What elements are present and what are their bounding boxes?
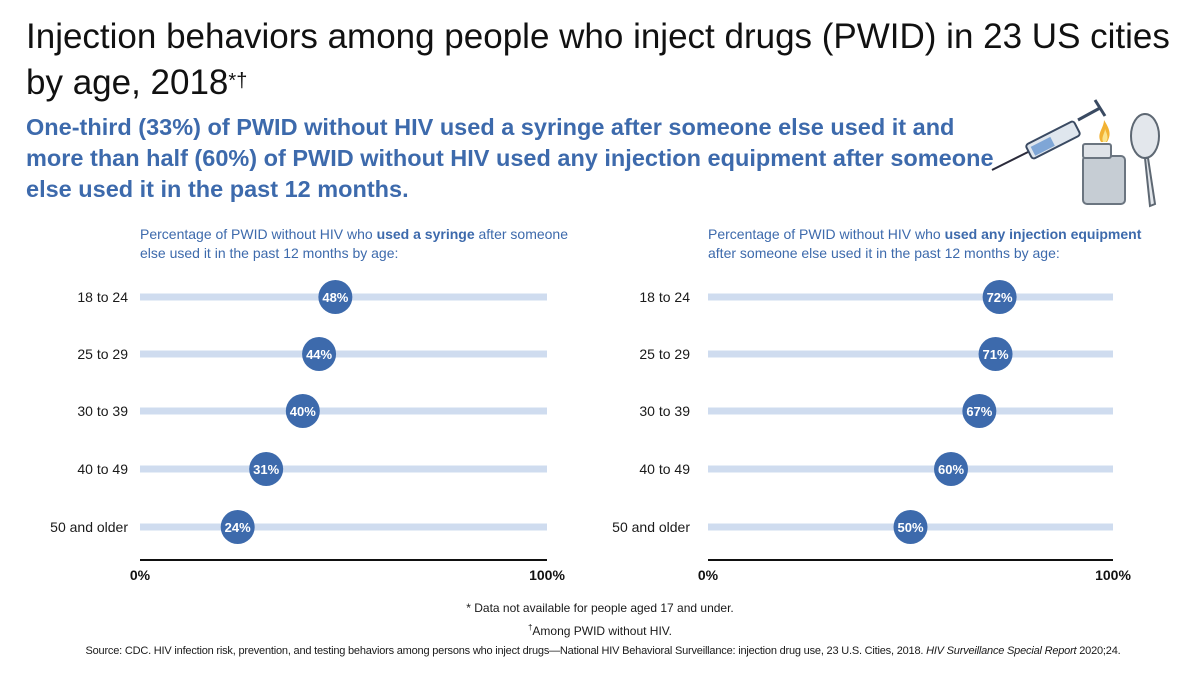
heading-post: after someone else used it in the past 1… bbox=[708, 245, 1060, 261]
heading-post: after someone else used it in the past 1… bbox=[140, 226, 568, 261]
category-label: 50 and older bbox=[612, 519, 690, 535]
data-point bbox=[302, 337, 337, 371]
category-label: 30 to 39 bbox=[77, 403, 128, 419]
data-point bbox=[982, 280, 1017, 314]
footnote-mark: † bbox=[527, 623, 533, 632]
footnote-text: Among PWID without HIV. bbox=[532, 624, 673, 638]
title-marks: *† bbox=[228, 70, 248, 92]
category-label: 25 to 29 bbox=[77, 346, 128, 362]
data-label: 31% bbox=[253, 462, 279, 477]
tick-label: 0% bbox=[130, 567, 151, 583]
source-italic: HIV Surveillance Special Report bbox=[926, 645, 1077, 657]
data-point bbox=[934, 452, 968, 486]
data-label: 50% bbox=[897, 520, 923, 535]
page-title: Injection behaviors among people who inj… bbox=[26, 14, 1176, 106]
data-point bbox=[962, 394, 997, 428]
data-label: 24% bbox=[225, 520, 251, 535]
data-point bbox=[318, 280, 353, 314]
category-label: 18 to 24 bbox=[77, 289, 128, 305]
data-point bbox=[249, 452, 284, 486]
data-label: 44% bbox=[306, 347, 332, 362]
syringe-icon bbox=[991, 99, 1107, 171]
tick-label: 0% bbox=[698, 567, 719, 583]
footnote-hiv: †Among PWID without HIV. bbox=[0, 623, 1200, 638]
heading-bold: used a syringe bbox=[376, 226, 475, 242]
tick-label: 100% bbox=[1095, 567, 1131, 583]
data-label: 40% bbox=[290, 404, 316, 419]
category-label: 30 to 39 bbox=[639, 403, 690, 419]
data-point bbox=[893, 510, 928, 544]
category-label: 25 to 29 bbox=[639, 346, 690, 362]
subtitle: One-third (33%) of PWID without HIV used… bbox=[26, 114, 994, 202]
chart-heading-equipment: Percentage of PWID without HIV who used … bbox=[708, 225, 1168, 263]
data-label: 60% bbox=[938, 462, 964, 477]
lighter-icon bbox=[1082, 120, 1126, 205]
source-tail: 2020;24. bbox=[1076, 645, 1121, 657]
heading-pre: Percentage of PWID without HIV who bbox=[708, 226, 945, 242]
data-point bbox=[978, 337, 1013, 371]
data-point bbox=[285, 394, 320, 428]
spoon-icon bbox=[1130, 113, 1160, 208]
footnote-age: * Data not available for people aged 17 … bbox=[466, 601, 734, 615]
heading-pre: Percentage of PWID without HIV who bbox=[140, 226, 377, 242]
source-text: Source: CDC. HIV infection risk, prevent… bbox=[85, 645, 927, 657]
data-label: 48% bbox=[322, 290, 348, 305]
title-text: Injection behaviors among people who inj… bbox=[26, 17, 1170, 102]
category-label: 40 to 49 bbox=[639, 461, 690, 477]
category-label: 18 to 24 bbox=[639, 289, 690, 305]
source-citation: Source: CDC. HIV infection risk, prevent… bbox=[8, 645, 1198, 657]
injection-equipment-illustration bbox=[991, 99, 1160, 208]
data-label: 67% bbox=[966, 404, 992, 419]
chart-heading-syringe: Percentage of PWID without HIV who used … bbox=[140, 225, 580, 263]
heading-bold: used any injection equipment bbox=[944, 226, 1142, 242]
tick-label: 100% bbox=[529, 567, 565, 583]
data-label: 71% bbox=[983, 347, 1009, 362]
category-label: 50 and older bbox=[50, 519, 128, 535]
data-label: 72% bbox=[987, 290, 1013, 305]
category-label: 40 to 49 bbox=[77, 461, 128, 477]
data-point bbox=[220, 510, 255, 544]
